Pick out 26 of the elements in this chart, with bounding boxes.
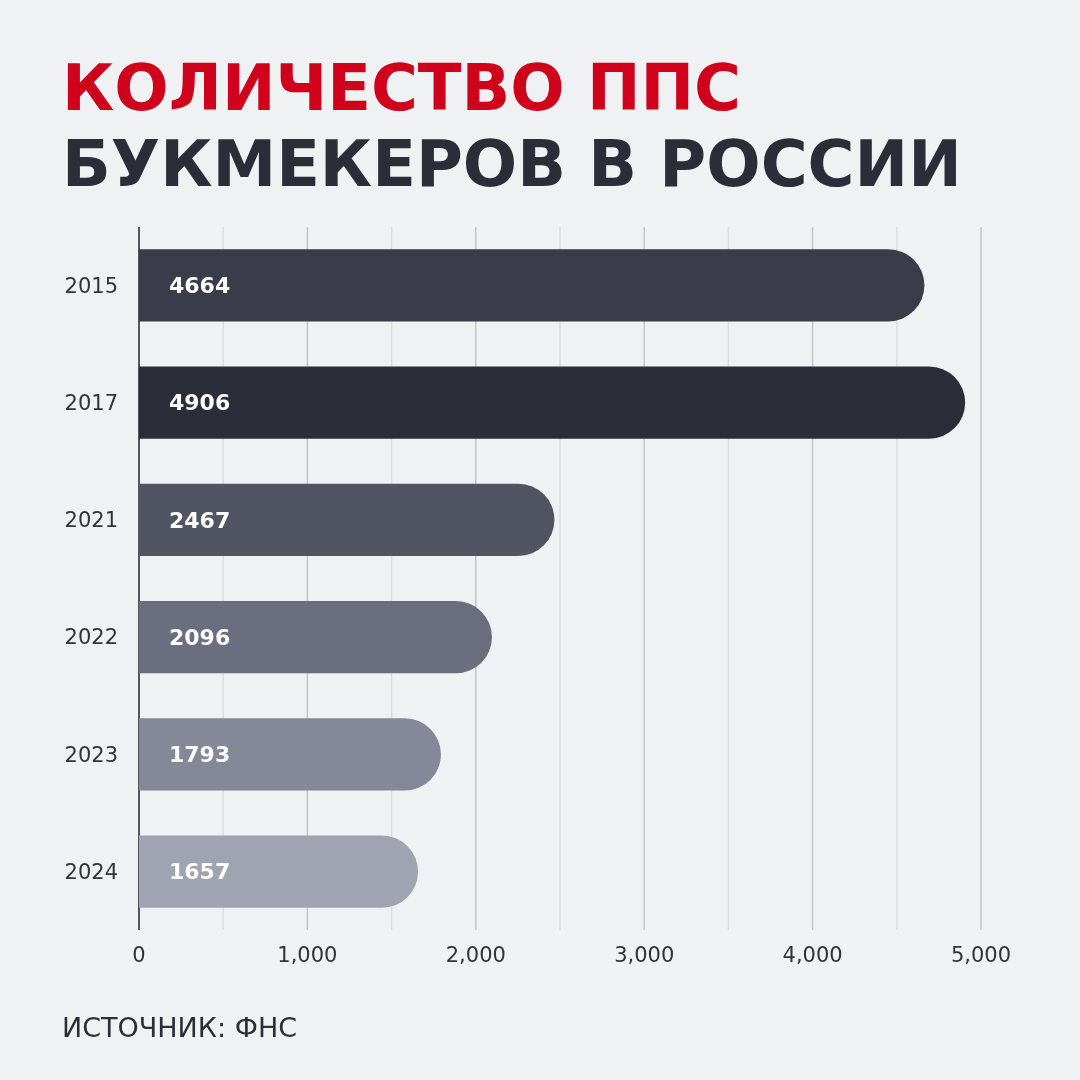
data-label: 4906 <box>169 390 231 416</box>
text: ИСТОЧНИК: ФНС <box>62 1012 298 1043</box>
bar <box>139 249 925 322</box>
data-label: 2096 <box>169 624 231 650</box>
y-tick-label: 2023 <box>64 742 118 767</box>
x-tick-label: 3,000 <box>614 943 675 967</box>
x-tick-label: 0 <box>132 943 146 967</box>
data-label: 2467 <box>169 507 231 533</box>
x-tick-label: 5,000 <box>950 943 1012 967</box>
data-label: 1793 <box>169 742 231 768</box>
chart-subtitle: БУКМЕКЕРОВ В РОССИИ <box>62 127 962 201</box>
y-tick-label: 2015 <box>64 273 118 298</box>
bar <box>139 718 441 791</box>
bar <box>139 835 418 908</box>
x-tick-label: 1,000 <box>277 943 338 967</box>
data-label: 4664 <box>169 273 231 299</box>
y-tick-label: 2021 <box>64 508 118 533</box>
y-tick-label: 2022 <box>64 625 118 650</box>
y-tick-label: 2017 <box>64 390 118 415</box>
bar <box>139 483 555 556</box>
x-tick-label: 2,000 <box>445 943 506 967</box>
chart-title: КОЛИЧЕСТВО ППС <box>62 51 742 125</box>
data-label: 1657 <box>169 859 231 885</box>
y-tick-label: 2024 <box>64 860 118 885</box>
x-tick-label: 4,000 <box>782 943 843 967</box>
bar <box>139 601 492 674</box>
